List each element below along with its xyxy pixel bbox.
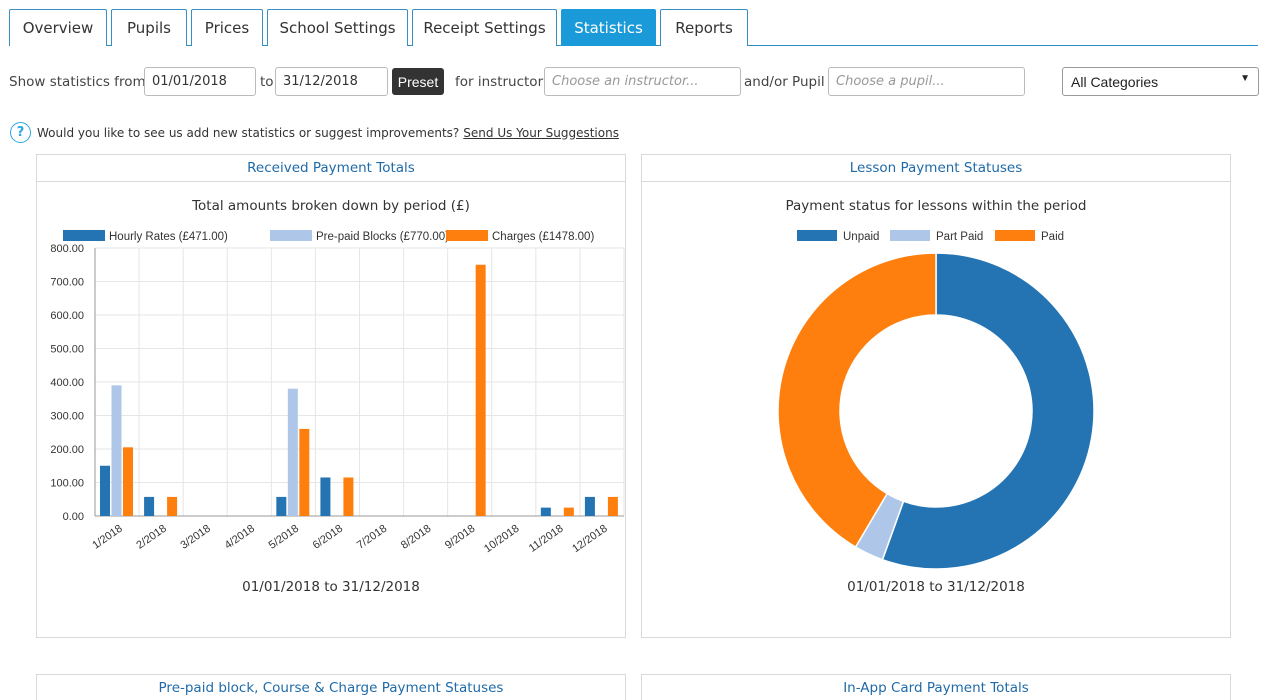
category-select-value: All Categories: [1071, 74, 1159, 90]
bar-hourly-5/2018: [276, 496, 287, 516]
suggestion-line: ? Would you like to see us add new stati…: [10, 122, 619, 143]
pupil-input[interactable]: Choose a pupil...: [828, 67, 1025, 96]
bar-charges-12/2018: [607, 496, 618, 516]
x-tick-label: 7/2018: [355, 523, 389, 552]
y-tick-label: 0.00: [63, 511, 84, 523]
x-tick-label: 10/2018: [482, 523, 521, 556]
legend-label-0: Hourly Rates (£471.00): [109, 231, 228, 243]
x-tick-label: 1/2018: [90, 523, 124, 552]
lesson-status-header: Lesson Payment Statuses: [642, 155, 1230, 182]
donut-slice-paid: [777, 252, 937, 549]
received-date-range: 01/01/2018 to 31/12/2018: [242, 579, 420, 595]
x-tick-label: 6/2018: [311, 523, 345, 552]
received-bar-chart: Hourly Rates (£471.00) Pre-paid Blocks (£…: [50, 230, 625, 556]
tab-overview[interactable]: Overview: [9, 9, 107, 46]
legend-label-2: Charges (£1478.00): [492, 231, 594, 243]
prepaid-status-header: Pre-paid block, Course & Charge Payment …: [37, 675, 625, 700]
category-select[interactable]: All Categories ▼: [1062, 67, 1259, 96]
tab-bar: Overview Pupils Prices School Settings R…: [9, 9, 1258, 46]
preset-button[interactable]: Preset: [392, 68, 444, 95]
bar-charges-1/2018: [123, 447, 133, 516]
tab-receipt-settings[interactable]: Receipt Settings: [412, 9, 557, 46]
lesson-date-range: 01/01/2018 to 31/12/2018: [847, 579, 1025, 595]
lesson-status-panel: Lesson Payment Statuses Payment status f…: [641, 154, 1231, 638]
bar-charges-5/2018: [299, 428, 310, 516]
bar-pre-paid-1/2018: [111, 385, 122, 516]
legend-swatch-unpaid: [797, 230, 837, 241]
bar-hourly-12/2018: [584, 496, 595, 516]
x-tick-label: 8/2018: [399, 523, 433, 552]
received-chart-title: Total amounts broken down by period (£): [192, 198, 470, 214]
bar-hourly-6/2018: [320, 477, 331, 516]
bar-charges-11/2018: [563, 507, 574, 516]
bar-hourly-2/2018: [144, 496, 155, 516]
tab-school-settings[interactable]: School Settings: [267, 9, 408, 46]
pupil-label: and/or Pupil: [744, 74, 825, 90]
y-tick-label: 500.00: [50, 344, 84, 356]
received-payments-header: Received Payment Totals: [37, 155, 625, 182]
bar-pre-paid-5/2018: [287, 388, 298, 516]
legend-swatch-2: [446, 230, 488, 241]
y-tick-label: 300.00: [50, 411, 84, 423]
suggestion-link[interactable]: Send Us Your Suggestions: [463, 125, 619, 140]
legend-label-paid: Paid: [1041, 231, 1064, 243]
bar-charges-6/2018: [343, 477, 354, 516]
bar-hourly-11/2018: [540, 507, 551, 516]
y-tick-label: 800.00: [50, 243, 84, 255]
y-tick-label: 400.00: [50, 377, 84, 389]
bar-charges-2/2018: [167, 496, 178, 516]
to-date-input[interactable]: 31/12/2018: [275, 67, 388, 96]
x-tick-label: 12/2018: [570, 523, 609, 556]
prepaid-status-panel: Pre-paid block, Course & Charge Payment …: [36, 674, 626, 700]
tab-reports[interactable]: Reports: [660, 9, 748, 46]
y-tick-label: 700.00: [50, 277, 84, 289]
tab-prices[interactable]: Prices: [191, 9, 263, 46]
instructor-input[interactable]: Choose an instructor...: [544, 67, 741, 96]
inapp-payments-header: In-App Card Payment Totals: [642, 675, 1230, 700]
filter-bar: Show statistics from 01/01/2018 to 31/12…: [9, 67, 1259, 97]
to-label: to: [260, 74, 274, 90]
legend-swatch-1: [270, 230, 312, 241]
from-date-input[interactable]: 01/01/2018: [144, 67, 256, 96]
y-tick-label: 600.00: [50, 310, 84, 322]
legend-swatch-0: [63, 230, 105, 241]
y-tick-label: 100.00: [50, 478, 84, 490]
x-tick-label: 11/2018: [527, 523, 566, 555]
x-tick-label: 3/2018: [178, 523, 212, 552]
tab-pupils[interactable]: Pupils: [111, 9, 187, 46]
bar-charges-9/2018: [475, 264, 486, 516]
dropdown-arrow-icon: ▼: [1240, 73, 1250, 84]
lesson-donut-chart: Unpaid Part Paid Paid: [777, 230, 1095, 570]
donut-slice-unpaid: [881, 252, 1095, 570]
instructor-label: for instructor: [455, 74, 544, 90]
show-from-label: Show statistics from: [9, 74, 146, 90]
tab-statistics[interactable]: Statistics: [561, 9, 656, 46]
legend-label-1: Pre-paid Blocks (£770.00): [316, 231, 449, 243]
question-icon: ?: [10, 122, 31, 143]
suggestion-text: Would you like to see us add new statist…: [37, 125, 460, 140]
legend-label-unpaid: Unpaid: [843, 231, 879, 243]
x-tick-label: 5/2018: [267, 523, 301, 552]
legend-label-part-paid: Part Paid: [936, 231, 983, 243]
inapp-payments-panel: In-App Card Payment Totals: [641, 674, 1231, 700]
x-tick-label: 4/2018: [223, 523, 257, 552]
lesson-chart-title: Payment status for lessons within the pe…: [785, 198, 1087, 214]
legend-swatch-part-paid: [890, 230, 930, 241]
x-tick-label: 2/2018: [134, 523, 168, 552]
y-tick-label: 200.00: [50, 444, 84, 456]
x-tick-label: 9/2018: [443, 523, 477, 552]
legend-swatch-paid: [995, 230, 1035, 241]
bar-hourly-1/2018: [100, 465, 110, 516]
received-payments-panel: Received Payment Totals Total amounts br…: [36, 154, 626, 638]
